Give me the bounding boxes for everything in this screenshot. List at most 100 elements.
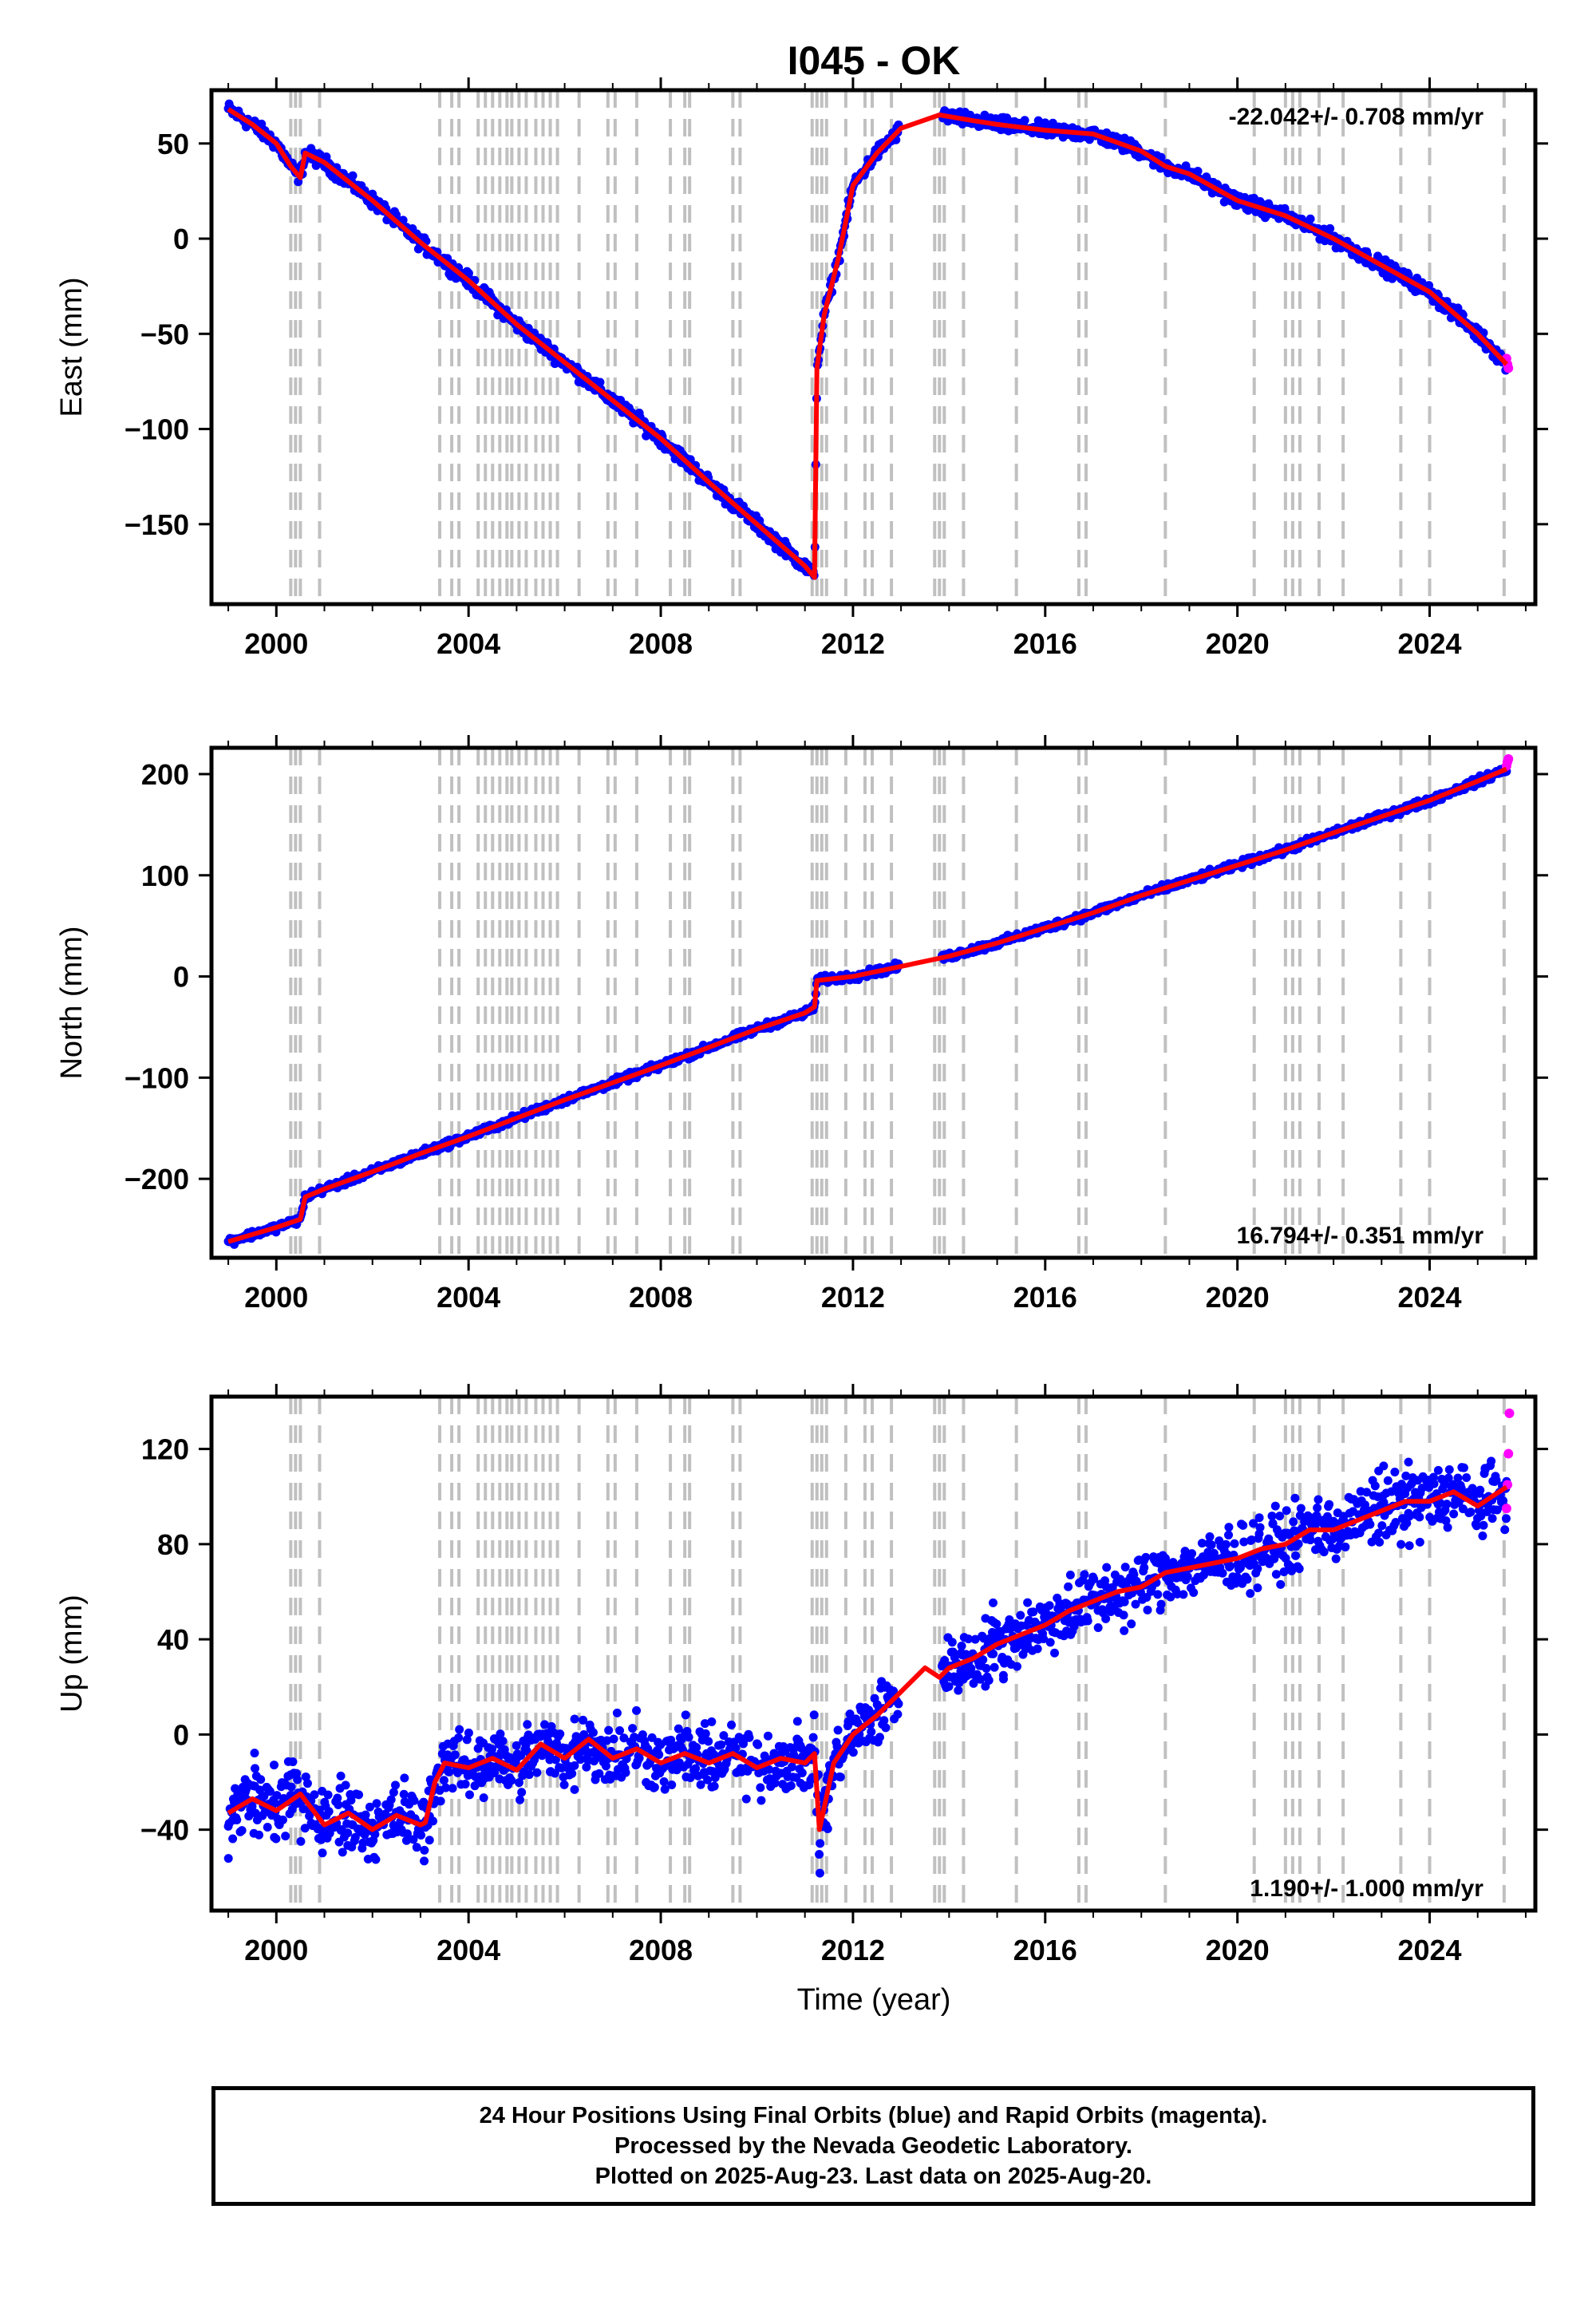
data-point xyxy=(1341,1542,1350,1551)
data-point xyxy=(354,1790,364,1800)
data-point xyxy=(741,1794,751,1804)
data-point xyxy=(753,1740,763,1749)
data-point xyxy=(1083,1616,1092,1626)
data-point xyxy=(1415,1512,1424,1522)
data-point xyxy=(815,1868,824,1878)
data-point xyxy=(691,1764,701,1773)
data-point xyxy=(283,1757,293,1766)
data-point xyxy=(464,1728,473,1737)
data-point xyxy=(296,1836,306,1846)
data-point xyxy=(1377,1521,1387,1531)
data-point xyxy=(255,1830,264,1840)
data-point xyxy=(1428,1472,1438,1482)
plot-area xyxy=(223,1397,1515,1911)
rate-label: -22.042+/- 0.708 mm/yr xyxy=(1229,104,1484,130)
data-point xyxy=(244,1812,254,1821)
x-tick-label: 2008 xyxy=(629,1934,693,1966)
data-point xyxy=(1254,1513,1264,1523)
data-point xyxy=(1503,1448,1514,1459)
data-point xyxy=(1197,1539,1207,1548)
data-point xyxy=(1370,1481,1380,1491)
data-point xyxy=(455,1725,464,1734)
data-point xyxy=(1199,1570,1209,1579)
data-point xyxy=(763,1731,772,1741)
x-tick-label: 2012 xyxy=(821,627,885,660)
data-point xyxy=(989,1649,998,1658)
data-point xyxy=(1503,753,1514,764)
data-point xyxy=(1404,1457,1413,1467)
data-point xyxy=(439,1776,448,1785)
data-point xyxy=(764,1765,774,1774)
data-point xyxy=(879,1716,889,1725)
data-point xyxy=(970,1634,980,1644)
data-point xyxy=(1325,1500,1334,1509)
data-point xyxy=(808,1733,818,1742)
chart-title: I045 - OK xyxy=(788,38,961,83)
data-point xyxy=(1314,1495,1323,1504)
data-point xyxy=(1401,1471,1411,1480)
y-tick-label: −150 xyxy=(124,508,189,541)
data-point xyxy=(1468,1484,1477,1493)
data-point xyxy=(462,1735,472,1745)
data-point xyxy=(1322,1512,1332,1521)
data-point xyxy=(990,1662,999,1672)
data-point xyxy=(634,1753,644,1763)
data-point xyxy=(527,1761,536,1771)
footer-line-1: 24 Hour Positions Using Final Orbits (bl… xyxy=(479,2103,1268,2128)
data-point xyxy=(699,1770,709,1780)
data-point xyxy=(815,1850,824,1860)
data-point xyxy=(1415,1537,1424,1547)
data-point xyxy=(1501,1514,1511,1524)
data-point xyxy=(1239,1537,1249,1547)
plot-area xyxy=(223,748,1514,1258)
data-point xyxy=(346,1796,356,1805)
data-point xyxy=(1033,1644,1042,1654)
data-point xyxy=(988,1598,998,1607)
data-point xyxy=(731,1743,741,1753)
data-point xyxy=(372,1799,381,1808)
data-point xyxy=(650,1783,659,1792)
x-tick-label: 2024 xyxy=(1397,627,1461,660)
data-point xyxy=(324,1807,334,1816)
x-tick-label: 2004 xyxy=(437,1281,500,1314)
data-point xyxy=(281,1832,290,1841)
data-point xyxy=(483,1772,492,1781)
data-point xyxy=(685,1773,695,1782)
data-point xyxy=(1504,1408,1515,1418)
data-point xyxy=(517,1788,527,1797)
data-point xyxy=(1482,1507,1491,1516)
data-point xyxy=(1120,1626,1129,1635)
data-point xyxy=(998,1653,1007,1662)
data-point xyxy=(966,1667,976,1677)
data-point xyxy=(595,377,605,387)
data-point xyxy=(473,1744,483,1753)
data-point xyxy=(488,1745,497,1754)
data-point xyxy=(460,1780,470,1789)
data-point xyxy=(1039,1634,1049,1644)
data-point xyxy=(999,1674,1009,1684)
y-tick-label: 50 xyxy=(157,128,189,160)
data-point xyxy=(1383,1476,1393,1485)
data-point xyxy=(399,1789,409,1799)
data-point xyxy=(1472,1521,1481,1531)
x-axis-label: Time (year) xyxy=(797,1983,951,2017)
data-point xyxy=(776,1769,786,1778)
data-point xyxy=(757,1796,766,1805)
data-point xyxy=(1282,1506,1291,1516)
data-point xyxy=(1267,1512,1277,1521)
data-point xyxy=(247,1802,257,1812)
data-point xyxy=(1268,1520,1278,1529)
data-point xyxy=(1404,1541,1414,1551)
data-point xyxy=(666,1735,676,1745)
data-point xyxy=(1129,1570,1139,1579)
data-point xyxy=(400,1773,409,1783)
data-point xyxy=(956,1648,966,1658)
data-point xyxy=(1140,1563,1149,1572)
x-tick-label: 2016 xyxy=(1013,1281,1077,1314)
data-point xyxy=(1503,363,1514,373)
plot-frame xyxy=(209,745,1538,1260)
data-point xyxy=(370,1829,380,1839)
data-point xyxy=(272,1791,282,1800)
data-point xyxy=(251,1764,260,1773)
x-tick-label: 2000 xyxy=(244,627,308,660)
